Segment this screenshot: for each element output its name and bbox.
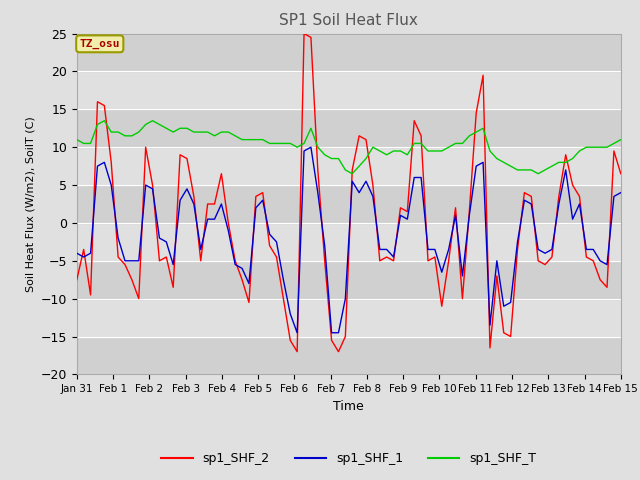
X-axis label: Time: Time: [333, 400, 364, 413]
Bar: [77, 147, 621, 185]
Bar: [77, 72, 621, 109]
Y-axis label: Soil Heat Flux (W/m2), SoilT (C): Soil Heat Flux (W/m2), SoilT (C): [25, 116, 35, 292]
Title: SP1 Soil Heat Flux: SP1 Soil Heat Flux: [280, 13, 418, 28]
Text: TZ_osu: TZ_osu: [79, 39, 120, 49]
Bar: [77, 299, 621, 336]
Bar: [77, 34, 621, 72]
Bar: [77, 109, 621, 147]
Bar: [77, 185, 621, 223]
Bar: [77, 336, 621, 374]
Bar: [77, 223, 621, 261]
Legend: sp1_SHF_2, sp1_SHF_1, sp1_SHF_T: sp1_SHF_2, sp1_SHF_1, sp1_SHF_T: [156, 447, 541, 470]
Bar: [77, 261, 621, 299]
